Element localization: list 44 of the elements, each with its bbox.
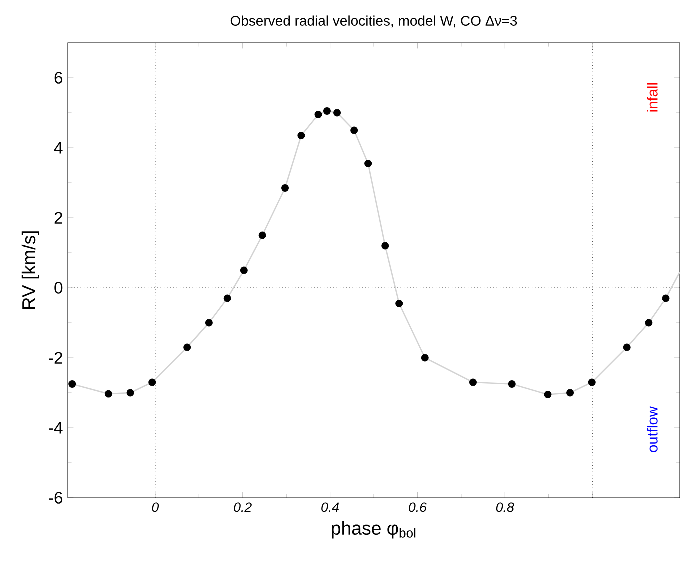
- point: [224, 294, 232, 302]
- x-axis-title: phase φ$_{bol}$: [332, 521, 416, 539]
- x-tick-label: 0.6: [409, 502, 427, 512]
- point: [240, 266, 248, 274]
- y-tick-label: 2: [54, 212, 62, 224]
- point: [544, 391, 552, 398]
- point: [282, 184, 289, 192]
- point: [508, 380, 516, 388]
- point: [205, 319, 213, 327]
- y-tick-label: 6: [54, 72, 63, 84]
- point: [258, 232, 266, 240]
- point: [148, 378, 156, 386]
- y-tick-label: 0: [54, 282, 63, 294]
- point: [662, 294, 670, 302]
- x-tick-label: 0.8: [496, 502, 514, 512]
- y-tick-label: -2: [49, 352, 62, 364]
- point: [68, 380, 76, 388]
- point: [126, 389, 134, 397]
- y-tick-label: -4: [49, 422, 63, 434]
- annotation: infall: [647, 84, 658, 112]
- x-tick-label: 0.4: [322, 502, 340, 512]
- point: [298, 132, 306, 140]
- point: [566, 389, 574, 397]
- point: [623, 344, 631, 352]
- point: [645, 319, 653, 327]
- point: [382, 242, 390, 250]
- x-tick-label: 0.2: [234, 502, 252, 512]
- point: [470, 378, 477, 386]
- point: [184, 344, 192, 352]
- point: [364, 160, 372, 168]
- point: [323, 108, 331, 115]
- point: [588, 378, 596, 386]
- y-axis-title: RV [km/s]: [22, 232, 40, 310]
- point: [104, 390, 112, 398]
- point: [396, 300, 404, 308]
- y-tick-label: 4: [54, 142, 63, 154]
- y-tick-label: -6: [49, 492, 63, 504]
- chart-title: Observed radial velocities, model W, CO Δν=3: [230, 16, 518, 28]
- point: [421, 354, 429, 362]
- x-tick-label: 0: [152, 502, 160, 512]
- point: [314, 111, 322, 118]
- annotation: outflow: [647, 406, 658, 452]
- point: [350, 126, 358, 134]
- point: [334, 109, 342, 117]
